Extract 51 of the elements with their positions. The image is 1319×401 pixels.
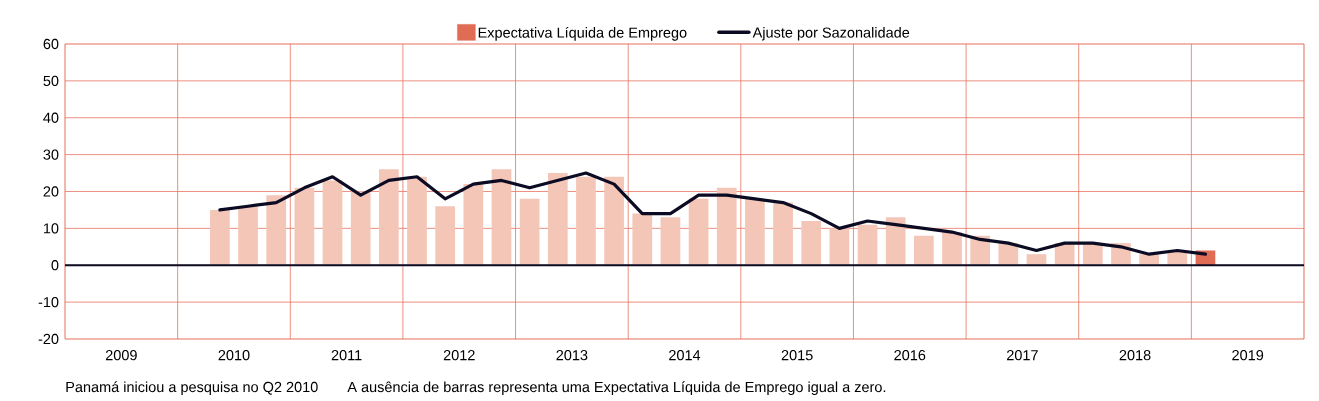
x-tick-label: 2010 (218, 350, 250, 361)
bar (210, 209, 230, 266)
bar (857, 224, 878, 266)
bar (322, 180, 343, 266)
bar (660, 217, 681, 266)
x-tick-label: 2019 (1232, 350, 1264, 361)
x-tick-label: 2012 (443, 350, 475, 361)
y-tick-label: 30 (43, 149, 59, 160)
bar (519, 198, 540, 266)
x-tick-label: 2011 (331, 350, 362, 361)
bar (632, 213, 653, 266)
y-tick-label: 20 (43, 186, 59, 197)
bar (801, 220, 822, 266)
y-tick-label: 40 (43, 112, 59, 123)
y-tick-label: -20 (38, 333, 59, 345)
bar (266, 195, 287, 266)
legend-label: Expectativa Líquida de Emprego (478, 26, 687, 41)
bar (378, 169, 399, 266)
text: Panamá iniciou a pesquisa no Q2 2010 (66, 381, 318, 395)
text: A ausência de barras representa uma Expectativa Líquida de Emprego igual a zero. (347, 381, 886, 395)
x-tick-label: 2013 (556, 350, 588, 361)
x-tick-label: 2014 (669, 350, 701, 361)
bar (407, 176, 427, 266)
bar (914, 235, 934, 266)
bar (716, 187, 737, 266)
bar (435, 206, 456, 266)
y-tick-label: 50 (43, 75, 59, 86)
bar (350, 191, 371, 266)
bar (238, 206, 258, 266)
y-tick-label: -10 (38, 296, 59, 308)
bar (773, 202, 793, 266)
y-tick-label: 60 (43, 38, 59, 50)
bar (491, 169, 512, 266)
legend-label: Ajuste por Sazonalidade (752, 27, 910, 41)
bar (576, 176, 596, 266)
x-tick-label: 2018 (1119, 350, 1151, 361)
x-tick-label: 2015 (781, 350, 813, 361)
x-tick-label: 2016 (894, 350, 926, 361)
bar (604, 176, 624, 266)
bar (829, 228, 850, 266)
bar (294, 187, 315, 266)
bar (547, 173, 568, 266)
y-tick-label: 0 (51, 260, 59, 271)
x-tick-label: 2017 (1007, 350, 1038, 361)
bar (942, 232, 962, 266)
x-tick-label: 2009 (105, 350, 137, 361)
bar (463, 184, 484, 266)
y-tick-label: 10 (43, 223, 59, 234)
bar (745, 198, 765, 266)
bar (885, 217, 906, 266)
bar (688, 198, 709, 266)
